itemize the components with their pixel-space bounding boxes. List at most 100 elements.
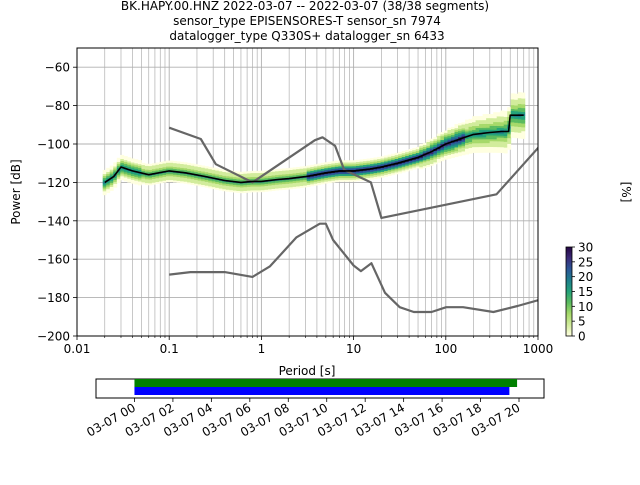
heatmap-cell (486, 115, 491, 119)
heatmap-cell (482, 144, 487, 148)
heatmap-cell (141, 166, 146, 169)
heatmap-cell (450, 153, 455, 157)
title-line-3: datalogger_type Q330S+ datalogger_sn 643… (169, 29, 444, 43)
heatmap-cell (391, 157, 396, 160)
colorbar-tick-label: 0 (578, 330, 586, 344)
heatmap-cell (461, 143, 466, 146)
heatmap-cell (496, 112, 501, 115)
heatmap-cell (384, 168, 389, 172)
heatmap-cell (282, 174, 287, 177)
heatmap-cell (292, 167, 297, 170)
heatmap-cell (324, 166, 329, 169)
heatmap-cell (482, 116, 487, 119)
heatmap-cell (514, 101, 519, 104)
heatmap-cell (429, 155, 434, 159)
heatmap-cell (299, 172, 304, 175)
heatmap-cell (450, 149, 455, 153)
heatmap-cell (120, 177, 125, 181)
heatmap-cell (500, 141, 505, 144)
heatmap-cell (303, 168, 308, 171)
heatmap-cell (412, 165, 417, 168)
heatmap-cell (436, 141, 441, 144)
heatmap-cell (275, 188, 279, 191)
heatmap-cell (113, 175, 118, 179)
heatmap-cell (299, 183, 304, 187)
heatmap-cell (169, 174, 174, 177)
heatmap-cell (173, 168, 177, 171)
heatmap-cell (148, 167, 153, 170)
heatmap-cell (134, 168, 139, 172)
heatmap-cell (264, 176, 269, 179)
heatmap-cell (370, 175, 374, 178)
heatmap-cell (433, 160, 438, 163)
y-axis: −200 −180 −160 −140 −120 −100 −80 −60 (37, 61, 77, 344)
heatmap-cell (130, 173, 135, 177)
heatmap-cell (465, 144, 469, 147)
heatmap-cell (429, 138, 434, 141)
heatmap-cell (303, 185, 308, 188)
heatmap-cell (162, 167, 167, 170)
heatmap-cell (197, 170, 202, 173)
heatmap-cell (144, 182, 149, 186)
heatmap-cell (359, 172, 364, 176)
heatmap-cell (436, 154, 441, 157)
heatmap-cell (486, 133, 491, 136)
heatmap-cell (440, 159, 445, 162)
heatmap-cell (327, 161, 332, 164)
heatmap-cell (419, 167, 424, 170)
heatmap-cell (380, 161, 385, 165)
heatmap-cell (486, 119, 491, 123)
heatmap-cell (116, 157, 121, 161)
heatmap-cell (268, 185, 272, 188)
heatmap-cell (208, 184, 213, 187)
heatmap-cell (253, 188, 258, 191)
heatmap-cell (517, 117, 522, 120)
heatmap-cell (180, 181, 185, 184)
heatmap-cell (201, 180, 206, 184)
heatmap-cell (306, 178, 311, 182)
heatmap-cell (472, 121, 476, 125)
heatmap-cell (377, 176, 382, 179)
heatmap-cell (285, 168, 290, 171)
heatmap-cell (450, 155, 455, 158)
heatmap-cell (489, 135, 494, 138)
heatmap-cell (141, 174, 146, 177)
heatmap-cell (334, 177, 339, 181)
heatmap-cell (380, 169, 385, 172)
heatmap-cell (517, 107, 522, 110)
heatmap-cell (197, 172, 202, 175)
heatmap-cell (387, 169, 392, 173)
noise-model-lines (168, 126, 538, 314)
heatmap-cell (225, 185, 230, 188)
heatmap-cell (116, 173, 121, 176)
heatmap-cell (517, 96, 522, 99)
heatmap-cell (433, 158, 438, 161)
heatmap-cell (331, 163, 336, 166)
heatmap-cell (180, 169, 185, 172)
heatmap-cell (331, 176, 336, 179)
heatmap-cell (257, 190, 262, 193)
x-tick-label: 10 (346, 342, 361, 356)
heatmap-cell (510, 118, 515, 121)
y-tick-label: −140 (37, 214, 70, 228)
heatmap-cell (320, 174, 325, 177)
heatmap-cell (282, 168, 287, 171)
heatmap-cell (215, 187, 220, 190)
heatmap-cell (166, 179, 170, 183)
heatmap-cell (130, 179, 135, 182)
heatmap-cell (229, 182, 234, 185)
heatmap-cell (285, 187, 290, 190)
heatmap-cell (313, 166, 318, 169)
heatmap-cell (123, 159, 128, 163)
heatmap-cell (190, 165, 195, 168)
heatmap-cell (500, 125, 505, 129)
heatmap-cell (303, 169, 308, 173)
heatmap-cell (173, 174, 177, 177)
heatmap-cell (521, 96, 526, 99)
heatmap-cell (123, 156, 128, 159)
heatmap-cell (327, 177, 332, 180)
heatmap-cell (292, 180, 297, 184)
heatmap-cell (472, 141, 476, 144)
heatmap-cell (253, 182, 258, 185)
